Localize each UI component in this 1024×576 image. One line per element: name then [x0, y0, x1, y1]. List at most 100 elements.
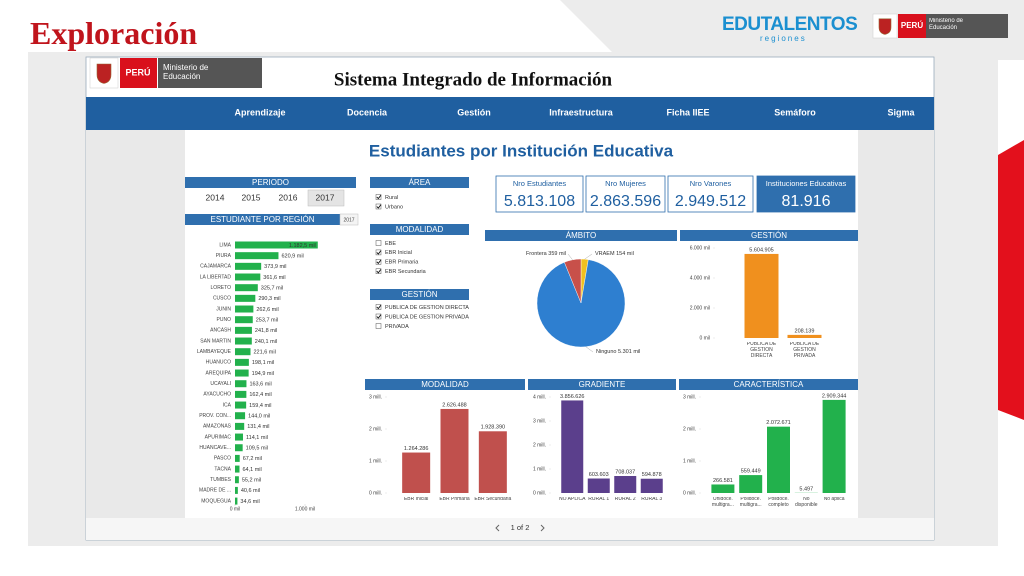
value-label: 1.264.286 [404, 446, 428, 452]
nav-item[interactable]: Infraestructura [549, 107, 614, 117]
value-label: 2.072.671 [766, 420, 790, 426]
checkbox[interactable] [375, 268, 382, 274]
ministry-label-box: Ministerio de Educación [929, 18, 963, 31]
checkmark [376, 259, 382, 265]
value-label: 559.449 [741, 469, 761, 475]
y-tick-label: 0 mil [699, 335, 710, 341]
checkmark [376, 204, 382, 209]
y-tick-label: 0 mill. [683, 490, 696, 496]
bar [822, 399, 846, 493]
checkmark [376, 304, 382, 310]
bar [235, 273, 261, 281]
ministry-box [926, 14, 1008, 38]
bar [235, 433, 243, 441]
section-header [365, 379, 525, 390]
bar [767, 426, 790, 493]
value-label: 109,5 mil [246, 445, 268, 451]
checkbox[interactable] [375, 259, 382, 265]
value-label: 198,1 mil [252, 360, 274, 366]
pager-next[interactable] [540, 524, 545, 532]
category-label-box: NO APLICA [559, 497, 585, 502]
section-header [679, 379, 858, 390]
nav-item[interactable]: Semáforo [774, 107, 816, 117]
bar [235, 497, 238, 505]
category-label-box: EBR Secundaria [474, 497, 512, 502]
bar [561, 400, 584, 493]
value-label: 67,2 mil [243, 456, 262, 462]
nav-item[interactable]: Ficha IIEE [666, 107, 709, 117]
kpi-card [585, 175, 666, 213]
category-label-box: Unidoce. multigra... [712, 497, 734, 508]
checkbox[interactable] [375, 323, 382, 329]
category-label: HUANCAVE... [199, 445, 231, 451]
category-label: EBR Inicial [403, 497, 429, 502]
category-label-box: Polidoce. completo [768, 497, 789, 508]
category-label: EBR Secundaria [474, 497, 512, 502]
checkbox[interactable] [375, 203, 382, 210]
checkbox[interactable] [375, 249, 382, 256]
category-label-box: RURAL 3 [641, 497, 662, 502]
kpi-card [495, 175, 584, 213]
bar [235, 358, 249, 366]
slice-value: 154 mil [616, 251, 634, 257]
bar [235, 369, 249, 377]
value-label: 3.856.626 [560, 394, 584, 400]
section-title: ÁMBITO [566, 231, 597, 240]
checkmark [376, 269, 382, 274]
y-tick-label: 3 mill. [369, 394, 382, 400]
bar [235, 326, 252, 334]
bar [235, 390, 247, 398]
value-label: 221,6 mil [254, 349, 276, 355]
slice-name: VRAEM [595, 251, 615, 257]
section-header [370, 177, 469, 188]
pager-prev[interactable] [495, 524, 500, 532]
checkbox[interactable] [375, 304, 382, 310]
slice-label: Frontera 359 mil [526, 251, 566, 257]
category-label: APURIMAC [205, 434, 232, 440]
bar [235, 316, 253, 324]
bar [235, 465, 240, 473]
nav-item[interactable]: Gestión [457, 107, 491, 117]
year-option[interactable]: 2017 [316, 192, 335, 202]
slide-title: Exploración [30, 15, 197, 51]
checkbox[interactable] [375, 240, 382, 246]
bar [235, 412, 246, 420]
bar [614, 476, 637, 493]
nav-item[interactable]: Docencia [347, 107, 388, 117]
value-label: 620,9 mil [281, 253, 303, 259]
checkbox[interactable] [375, 194, 382, 200]
value-label: 603.603 [589, 472, 609, 478]
peru-label: PERÚ [125, 66, 150, 77]
year-option[interactable]: 2015 [242, 192, 261, 202]
category-label-box: PUBLICA DE GESTION DIRECTA [747, 342, 776, 358]
section-header [680, 230, 858, 241]
category-label: AMAZONAS [203, 424, 232, 430]
slice-name: Frontera [526, 251, 548, 257]
y-tick-label: 6.000 mil [690, 245, 710, 251]
value-label: 290,3 mil [258, 296, 280, 302]
peru-box [120, 58, 157, 88]
year-option[interactable]: 2016 [279, 192, 298, 202]
nav-bar [86, 97, 934, 130]
bar [235, 401, 247, 409]
checkbox-label: EBR Inicial [385, 250, 412, 256]
value-label: 262,6 mil [256, 307, 278, 313]
nav-item[interactable]: Aprendizaje [234, 107, 285, 117]
category-label: MOQUEGUA [201, 498, 231, 504]
year-option[interactable]: 2014 [206, 192, 225, 202]
leader-line [584, 253, 593, 260]
page-title: Estudiantes por Institución Educativa [369, 141, 674, 160]
nav-item[interactable]: Sigma [887, 107, 915, 117]
y-tick-label: 3 mill. [533, 418, 546, 424]
bar [235, 444, 243, 452]
bar [235, 476, 239, 484]
checkbox[interactable] [375, 313, 382, 320]
bar [640, 478, 663, 493]
slice-value: 359 mil [548, 251, 566, 257]
value-label: 240,1 mil [255, 339, 277, 345]
category-label: PUBLICA DE GESTION PRIVADA [789, 342, 820, 359]
bar [739, 475, 763, 493]
value-label: 2.909.344 [822, 393, 846, 399]
value-label: 1.928.390 [481, 425, 505, 431]
